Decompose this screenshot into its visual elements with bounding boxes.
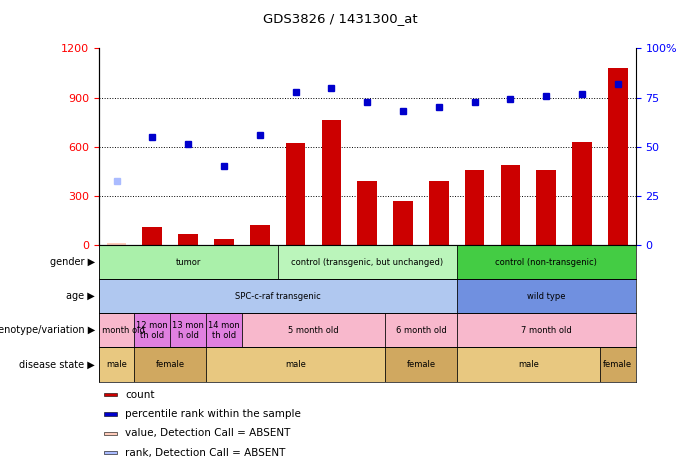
Text: disease state ▶: disease state ▶ bbox=[20, 359, 95, 370]
Bar bbox=[393, 201, 413, 245]
Bar bbox=[99, 279, 457, 313]
Bar bbox=[178, 235, 198, 245]
Bar bbox=[143, 227, 162, 245]
Bar bbox=[104, 412, 117, 416]
Text: 12 mon
th old: 12 mon th old bbox=[137, 321, 168, 340]
Bar bbox=[537, 170, 556, 245]
Bar bbox=[600, 347, 636, 382]
Bar bbox=[250, 226, 269, 245]
Text: female: female bbox=[603, 360, 632, 369]
Bar bbox=[104, 431, 117, 435]
Text: percentile rank within the sample: percentile rank within the sample bbox=[125, 409, 301, 419]
Bar bbox=[104, 393, 117, 396]
Bar bbox=[385, 313, 457, 347]
Text: genotype/variation ▶: genotype/variation ▶ bbox=[0, 325, 95, 336]
Text: 7 month old: 7 month old bbox=[521, 326, 572, 335]
Text: female: female bbox=[156, 360, 185, 369]
Bar bbox=[99, 313, 135, 347]
Bar bbox=[206, 347, 385, 382]
Text: count: count bbox=[125, 390, 154, 400]
Bar bbox=[107, 243, 126, 245]
Text: value, Detection Call = ABSENT: value, Detection Call = ABSENT bbox=[125, 428, 290, 438]
Bar bbox=[206, 313, 242, 347]
Text: rank, Detection Call = ABSENT: rank, Detection Call = ABSENT bbox=[125, 447, 286, 457]
Text: gender ▶: gender ▶ bbox=[50, 257, 95, 267]
Bar bbox=[608, 68, 628, 245]
Bar bbox=[457, 347, 600, 382]
Text: control (non-transgenic): control (non-transgenic) bbox=[495, 258, 597, 266]
Text: 5 month old: 5 month old bbox=[288, 326, 339, 335]
Bar bbox=[242, 313, 385, 347]
Bar bbox=[135, 313, 170, 347]
Text: male: male bbox=[285, 360, 306, 369]
Bar bbox=[457, 313, 636, 347]
Text: GDS3826 / 1431300_at: GDS3826 / 1431300_at bbox=[262, 12, 418, 25]
Text: SPC-c-raf transgenic: SPC-c-raf transgenic bbox=[235, 292, 320, 301]
Bar bbox=[429, 181, 449, 245]
Bar bbox=[99, 245, 277, 279]
Bar bbox=[322, 120, 341, 245]
Bar bbox=[104, 451, 117, 455]
Text: female: female bbox=[407, 360, 435, 369]
Bar bbox=[135, 347, 206, 382]
Text: age ▶: age ▶ bbox=[67, 291, 95, 301]
Bar bbox=[385, 347, 457, 382]
Bar bbox=[286, 144, 305, 245]
Bar bbox=[277, 245, 457, 279]
Bar bbox=[170, 313, 206, 347]
Text: 10 month old: 10 month old bbox=[88, 326, 144, 335]
Bar bbox=[358, 181, 377, 245]
Bar bbox=[465, 170, 484, 245]
Text: control (transgenic, but unchanged): control (transgenic, but unchanged) bbox=[291, 258, 443, 266]
Text: 6 month old: 6 month old bbox=[396, 326, 446, 335]
Text: 14 mon
th old: 14 mon th old bbox=[208, 321, 240, 340]
Text: male: male bbox=[518, 360, 539, 369]
Bar bbox=[573, 142, 592, 245]
Bar bbox=[500, 165, 520, 245]
Bar bbox=[214, 238, 234, 245]
Text: tumor: tumor bbox=[175, 258, 201, 266]
Text: male: male bbox=[106, 360, 127, 369]
Bar bbox=[457, 245, 636, 279]
Text: wild type: wild type bbox=[527, 292, 566, 301]
Bar bbox=[99, 347, 135, 382]
Text: 13 mon
h old: 13 mon h old bbox=[172, 321, 204, 340]
Bar bbox=[457, 279, 636, 313]
